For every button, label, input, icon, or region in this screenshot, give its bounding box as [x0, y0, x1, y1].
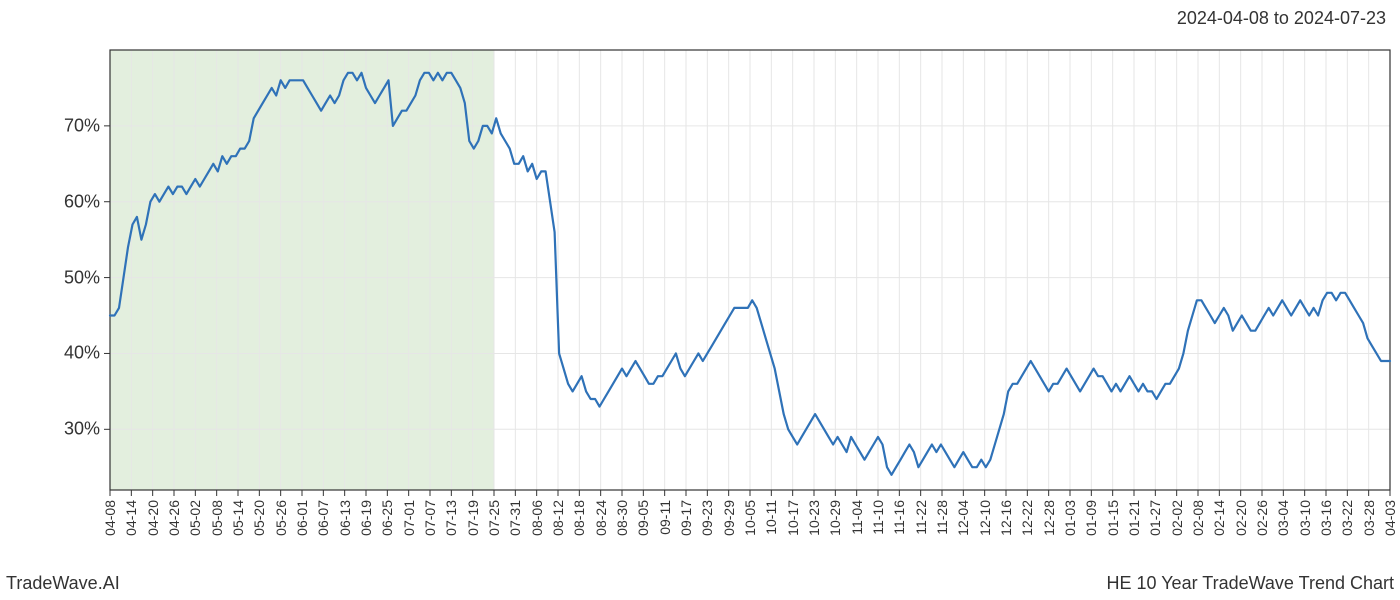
x-tick-label: 12-04 — [955, 500, 971, 536]
x-tick-label: 06-19 — [358, 500, 374, 536]
x-tick-label: 05-08 — [209, 500, 225, 536]
x-tick-label: 11-22 — [913, 500, 929, 535]
x-tick-label: 05-14 — [230, 500, 246, 536]
x-tick-label: 01-09 — [1083, 500, 1099, 536]
x-tick-label: 10-23 — [806, 500, 822, 536]
x-tick-label: 11-16 — [891, 500, 907, 535]
x-tick-label: 07-31 — [507, 500, 523, 536]
x-tick-label: 02-26 — [1254, 500, 1270, 536]
x-tick-label: 02-14 — [1211, 500, 1227, 536]
chart-title: HE 10 Year TradeWave Trend Chart — [1107, 573, 1395, 594]
trend-chart: 30% 40% 50% 60% 70% 04-08 04-14 04-20 04-26 05-0… — [0, 40, 1400, 560]
x-tick-label: 04-03 — [1382, 500, 1398, 536]
x-tick-label: 01-27 — [1147, 500, 1163, 536]
x-tick-label: 08-12 — [550, 500, 566, 536]
x-tick-label: 09-29 — [721, 500, 737, 536]
x-tick-label: 08-18 — [571, 500, 587, 536]
x-tick-label: 07-01 — [401, 500, 417, 536]
x-tick-label: 10-11 — [763, 500, 779, 535]
x-tick-label: 12-28 — [1041, 500, 1057, 536]
x-tick-label: 02-02 — [1169, 500, 1185, 536]
x-tick-label: 09-23 — [699, 500, 715, 536]
x-tick-label: 08-06 — [529, 500, 545, 536]
x-tick-label: 09-05 — [635, 500, 651, 536]
x-tick-label: 10-17 — [785, 500, 801, 536]
x-tick-label: 01-15 — [1105, 500, 1121, 536]
x-tick-label: 04-14 — [123, 500, 139, 536]
chart-svg — [0, 40, 1400, 560]
brand-label: TradeWave.AI — [6, 573, 120, 594]
y-tick-label: 50% — [20, 267, 100, 288]
date-range-label: 2024-04-08 to 2024-07-23 — [1177, 8, 1386, 29]
x-tick-label: 05-02 — [187, 500, 203, 536]
x-tick-label: 11-28 — [934, 500, 950, 535]
x-tick-label: 07-25 — [486, 500, 502, 536]
x-tick-label: 01-21 — [1126, 500, 1142, 536]
x-tick-label: 12-10 — [977, 500, 993, 536]
x-tick-label: 04-20 — [145, 500, 161, 536]
x-tick-label: 09-17 — [678, 500, 694, 536]
x-tick-label: 03-22 — [1339, 500, 1355, 536]
x-tick-label: 06-01 — [294, 500, 310, 536]
y-tick-label: 60% — [20, 191, 100, 212]
x-tick-label: 08-30 — [614, 500, 630, 536]
x-tick-label: 09-11 — [657, 500, 673, 535]
x-tick-label: 03-28 — [1361, 500, 1377, 536]
x-tick-label: 06-25 — [379, 500, 395, 536]
x-tick-label: 04-26 — [166, 500, 182, 536]
x-tick-label: 12-22 — [1019, 500, 1035, 536]
x-tick-label: 05-20 — [251, 500, 267, 536]
x-tick-label: 03-16 — [1318, 500, 1334, 536]
x-tick-label: 06-13 — [337, 500, 353, 536]
x-tick-label: 07-19 — [465, 500, 481, 536]
y-tick-label: 30% — [20, 419, 100, 440]
y-tick-label: 40% — [20, 343, 100, 364]
x-tick-label: 11-10 — [870, 500, 886, 535]
x-tick-label: 04-08 — [102, 500, 118, 536]
x-tick-label: 10-29 — [827, 500, 843, 536]
x-tick-label: 12-16 — [998, 500, 1014, 536]
x-tick-label: 07-07 — [422, 500, 438, 536]
x-tick-label: 05-26 — [273, 500, 289, 536]
x-tick-label: 11-04 — [849, 500, 865, 535]
x-tick-label: 01-03 — [1062, 500, 1078, 536]
y-tick-label: 70% — [20, 115, 100, 136]
x-tick-label: 06-07 — [315, 500, 331, 536]
x-tick-label: 07-13 — [443, 500, 459, 536]
x-tick-label: 10-05 — [742, 500, 758, 536]
x-tick-label: 08-24 — [593, 500, 609, 536]
x-tick-label: 02-08 — [1190, 500, 1206, 536]
x-tick-label: 03-04 — [1275, 500, 1291, 536]
x-tick-label: 03-10 — [1297, 500, 1313, 536]
x-tick-label: 02-20 — [1233, 500, 1249, 536]
